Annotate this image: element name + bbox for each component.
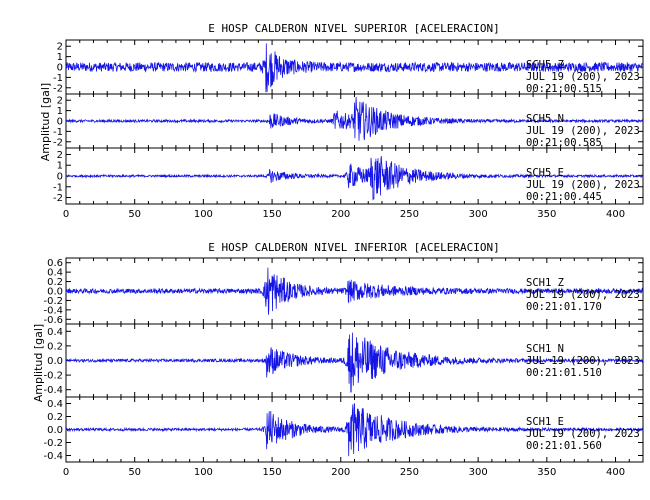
y-tick-label: 0.2 (47, 277, 63, 288)
y-tick-label: 2 (57, 96, 63, 107)
y-tick-label: 2 (57, 42, 63, 53)
y-tick-label: 1 (57, 52, 63, 63)
channel-time: 00:21:00.445 (526, 191, 602, 203)
waveform-sch1-e (65, 403, 644, 457)
y-tick-label: 0.2 (47, 412, 63, 423)
channel-label: SCH5 Z (526, 59, 564, 71)
y-tick-label: 2 (57, 150, 63, 161)
x-tick-label: 100 (194, 209, 213, 220)
y-tick-label: 0.2 (47, 341, 63, 352)
y-tick-label: 0.0 (47, 287, 63, 298)
channel-time: 00:21:01.510 (526, 367, 602, 379)
chart-title-superior: E HOSP CALDERON NIVEL SUPERIOR [ACELERAC… (208, 22, 499, 35)
channel-date: JUL 19 (200), 2023 (526, 179, 640, 191)
waveform-sch1-n (65, 332, 644, 393)
channel-date: JUL 19 (200), 2023 (526, 428, 640, 440)
y-tick-label: -0.4 (43, 451, 63, 462)
y-tick-label: -1 (53, 182, 63, 193)
x-tick-label: 200 (331, 467, 350, 478)
x-tick-label: 400 (606, 209, 625, 220)
waveform-sch5-e (65, 156, 644, 201)
x-tick-label: 0 (63, 467, 69, 478)
x-tick-label: 400 (606, 467, 625, 478)
x-tick-label: 350 (537, 209, 556, 220)
y-tick-label: 1 (57, 161, 63, 172)
y-tick-label: 0 (57, 172, 63, 183)
y-tick-label: -0.6 (43, 315, 63, 326)
y-tick-label: 0.4 (47, 268, 63, 279)
x-tick-label: 300 (469, 209, 488, 220)
channel-label: SCH1 N (526, 343, 564, 355)
x-tick-label: 150 (263, 467, 282, 478)
channel-date: JUL 19 (200), 2023 (526, 289, 640, 301)
y-tick-label: 0 (57, 117, 63, 128)
x-tick-label: 50 (128, 467, 141, 478)
y-tick-label: -1 (53, 73, 63, 84)
channel-date: JUL 19 (200), 2023 (526, 125, 640, 137)
y-tick-label: 0.6 (47, 258, 63, 269)
channel-label: SCH5 E (526, 167, 564, 179)
x-tick-label: 50 (128, 209, 141, 220)
y-tick-label: 1 (57, 106, 63, 117)
channel-time: 00:21:01.170 (526, 301, 602, 313)
y-tick-label: 0.0 (47, 356, 63, 367)
y-tick-label: -2 (53, 83, 63, 94)
y-tick-label: -2 (53, 137, 63, 148)
y-tick-label: -1 (53, 127, 63, 138)
x-tick-label: 250 (400, 209, 419, 220)
x-tick-label: 350 (537, 467, 556, 478)
x-tick-label: 100 (194, 467, 213, 478)
channel-date: JUL 19 (200), 2023 (526, 71, 640, 83)
channel-date: JUL 19 (200), 2023 (526, 355, 640, 367)
y-tick-label: -0.2 (43, 371, 63, 382)
chart-title-inferior: E HOSP CALDERON NIVEL INFERIOR [ACELERAC… (208, 241, 499, 254)
channel-label: SCH1 Z (526, 277, 564, 289)
y-tick-label: 0.4 (47, 327, 63, 338)
channel-label: SCH1 E (526, 416, 564, 428)
channel-time: 00:21:01.560 (526, 440, 602, 452)
y-tick-label: 0.0 (47, 425, 63, 436)
x-tick-label: 300 (469, 467, 488, 478)
channel-time: 00:21:00.585 (526, 137, 602, 149)
x-tick-label: 150 (263, 209, 282, 220)
y-tick-label: 0.4 (47, 399, 63, 410)
y-tick-label: -2 (53, 193, 63, 204)
waveform-sch5-n (65, 96, 644, 141)
channel-label: SCH5 N (526, 113, 564, 125)
y-tick-label: -0.4 (43, 385, 63, 396)
x-tick-label: 0 (63, 209, 69, 220)
waveform-sch5-z (65, 43, 644, 93)
y-tick-label: -0.2 (43, 438, 63, 449)
x-tick-label: 250 (400, 467, 419, 478)
x-tick-label: 200 (331, 209, 350, 220)
y-axis-label-inferior: Amplitud [gal] (32, 324, 45, 402)
waveform-sch1-z (65, 267, 644, 315)
y-tick-label: -0.2 (43, 296, 63, 307)
channel-time: 00:21:00.515 (526, 83, 602, 95)
y-tick-label: -0.4 (43, 305, 63, 316)
y-tick-label: 0 (57, 63, 63, 74)
y-axis-label-superior: Amplitud [gal] (39, 83, 52, 161)
